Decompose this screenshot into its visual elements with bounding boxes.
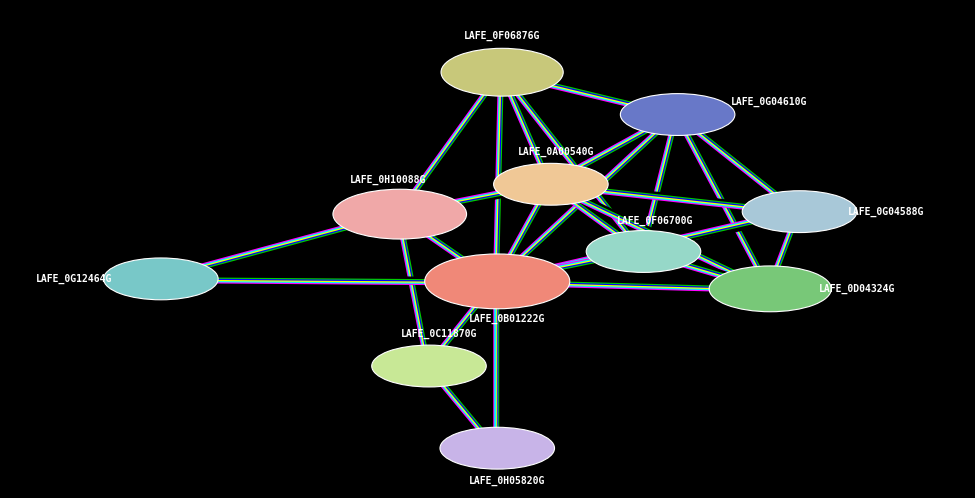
Ellipse shape: [371, 345, 487, 387]
Text: LAFE_0F06700G: LAFE_0F06700G: [617, 215, 693, 226]
Ellipse shape: [440, 427, 555, 469]
Text: LAFE_0H10088G: LAFE_0H10088G: [350, 175, 426, 185]
Ellipse shape: [742, 191, 857, 233]
Ellipse shape: [103, 258, 218, 300]
Text: LAFE_0D04324G: LAFE_0D04324G: [819, 284, 895, 294]
Text: LAFE_0G12464G: LAFE_0G12464G: [36, 274, 112, 284]
Text: LAFE_0G04610G: LAFE_0G04610G: [731, 97, 807, 107]
Ellipse shape: [493, 163, 608, 205]
Text: LAFE_0H05820G: LAFE_0H05820G: [469, 476, 545, 486]
Text: LAFE_0C11870G: LAFE_0C11870G: [401, 328, 477, 339]
Ellipse shape: [425, 254, 569, 309]
Ellipse shape: [620, 94, 735, 135]
Text: LAFE_0F06876G: LAFE_0F06876G: [464, 31, 540, 41]
Text: LAFE_0G04588G: LAFE_0G04588G: [848, 207, 924, 217]
Ellipse shape: [586, 231, 701, 272]
Ellipse shape: [441, 48, 564, 96]
Ellipse shape: [332, 189, 467, 239]
Text: LAFE_0B01222G: LAFE_0B01222G: [469, 314, 545, 324]
Text: LAFE_0A00540G: LAFE_0A00540G: [518, 146, 594, 157]
Ellipse shape: [709, 266, 832, 312]
